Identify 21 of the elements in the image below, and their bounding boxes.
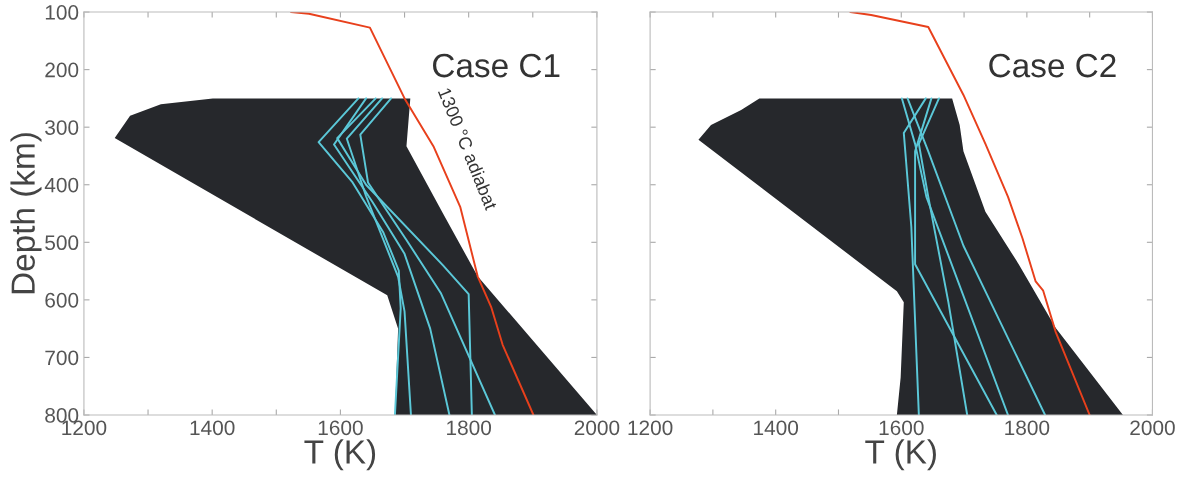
x-tick-label: 2000 — [1130, 420, 1175, 436]
y-tick-label: 400 — [44, 177, 79, 193]
x-tick-label: 1200 — [628, 420, 673, 436]
x-axis-title: T (K) — [865, 439, 936, 471]
y-tick-label: 200 — [45, 62, 79, 78]
x-tick-label: 2000 — [574, 420, 620, 436]
y-tick-label: 100 — [45, 5, 79, 20]
x-tick-label: 1400 — [754, 420, 799, 436]
x-tick-label: 1400 — [190, 420, 235, 436]
y-tick-label: 600 — [45, 292, 79, 308]
annotation: Case C1 — [433, 53, 560, 78]
y-axis-title: Depth (km) — [10, 133, 42, 294]
annotation: Case C2 — [989, 53, 1116, 78]
x-tick-label: 1600 — [879, 420, 924, 436]
x-tick-label: 1800 — [1005, 420, 1050, 436]
x-axis-title: T (K) — [304, 439, 376, 471]
y-tick-label: 300 — [45, 120, 79, 135]
x-tick-label: 1600 — [318, 420, 363, 436]
y-tick-label: 700 — [45, 350, 79, 366]
y-tick-label: 500 — [45, 235, 79, 251]
x-tick-label: 1800 — [447, 420, 492, 436]
